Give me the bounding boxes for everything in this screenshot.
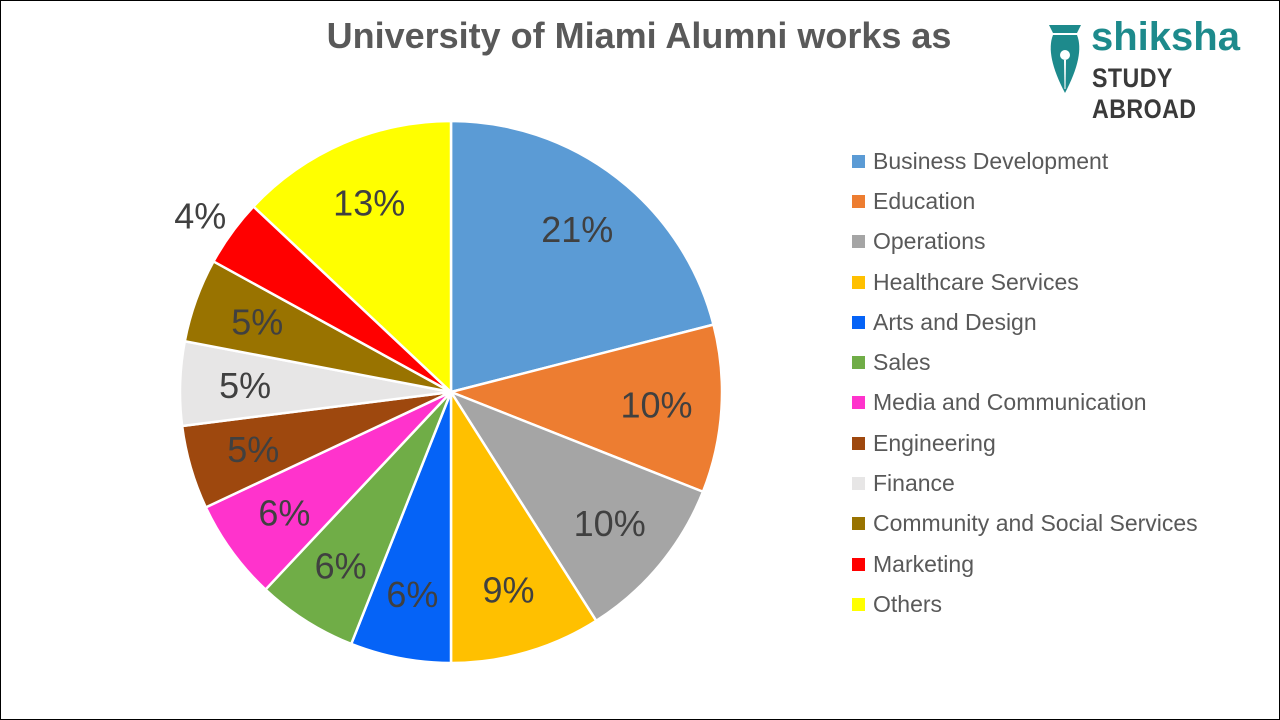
pie-slice-operations [449, 390, 705, 623]
legend-label: Engineering [873, 429, 996, 456]
data-label-media-and-communication: 6% [258, 493, 310, 534]
legend-item-engineering: Engineering [852, 423, 1198, 463]
legend-item-sales: Sales [852, 342, 1198, 382]
pie-slice-others [252, 119, 453, 394]
pen-nib-icon [1049, 25, 1081, 93]
legend-swatch [852, 517, 865, 531]
data-label-finance: 5% [219, 365, 271, 406]
legend-item-finance: Finance [852, 463, 1198, 503]
legend-swatch [852, 315, 865, 329]
data-label-marketing: 4% [174, 195, 226, 236]
legend-item-media-and-communication: Media and Communication [852, 383, 1198, 423]
legend-label: Media and Communication [873, 389, 1147, 416]
legend-label: Marketing [873, 550, 974, 577]
legend-label: Healthcare Services [873, 268, 1079, 295]
legend-label: Business Development [873, 147, 1109, 174]
chart-title: University of Miami Alumni works as [326, 15, 952, 56]
legend-item-others: Others [852, 584, 1198, 624]
pie-slice-business-development [449, 119, 715, 394]
legend-label: Education [873, 187, 976, 214]
legend-swatch [852, 597, 865, 611]
data-label-others: 13% [333, 182, 405, 223]
legend-item-community-and-social-services: Community and Social Services [852, 504, 1198, 544]
legend-swatch [852, 356, 865, 370]
legend-label: Others [873, 590, 943, 617]
legend-item-education: Education [852, 181, 1198, 221]
logo-name: shiksha [1091, 15, 1240, 59]
data-label-operations: 10% [574, 503, 646, 544]
legend-swatch [852, 154, 865, 168]
legend-item-arts-and-design: Arts and Design [852, 302, 1198, 342]
data-label-business-development: 21% [541, 209, 613, 250]
data-label-arts-and-design: 6% [386, 574, 438, 615]
legend-swatch [852, 396, 865, 410]
data-label-education: 10% [621, 384, 693, 425]
legend-swatch [852, 436, 865, 450]
data-label-healthcare-services: 9% [482, 569, 534, 610]
data-label-engineering: 5% [227, 429, 279, 470]
data-label-community-and-social-services: 5% [231, 302, 283, 343]
legend-label: Sales [873, 349, 931, 376]
legend-item-business-development: Business Development [852, 141, 1198, 181]
legend-item-operations: Operations [852, 222, 1198, 262]
legend-swatch [852, 477, 865, 491]
pie-chart: 21%10%10%9%6%6%6%5%5%5%4% 13% [174, 119, 724, 665]
data-label-sales: 6% [315, 545, 367, 586]
legend-swatch [852, 235, 865, 249]
legend-label: Community and Social Services [873, 510, 1198, 537]
legend-swatch [852, 557, 865, 571]
chart-legend: Business Development Education Operations H… [852, 141, 1198, 625]
logo-tagline: STUDY ABROAD [1092, 63, 1197, 124]
pie-slice-healthcare-services [449, 390, 598, 665]
legend-label: Finance [873, 470, 955, 497]
legend-label: Operations [873, 228, 986, 255]
legend-label: Arts and Design [873, 308, 1037, 335]
shiksha-logo: shiksha STUDY ABROAD [1041, 15, 1271, 124]
legend-item-marketing: Marketing [852, 544, 1198, 584]
legend-swatch [852, 194, 865, 208]
legend-item-healthcare-services: Healthcare Services [852, 262, 1198, 302]
pie-slice-education [449, 323, 724, 494]
legend-swatch [852, 275, 865, 289]
